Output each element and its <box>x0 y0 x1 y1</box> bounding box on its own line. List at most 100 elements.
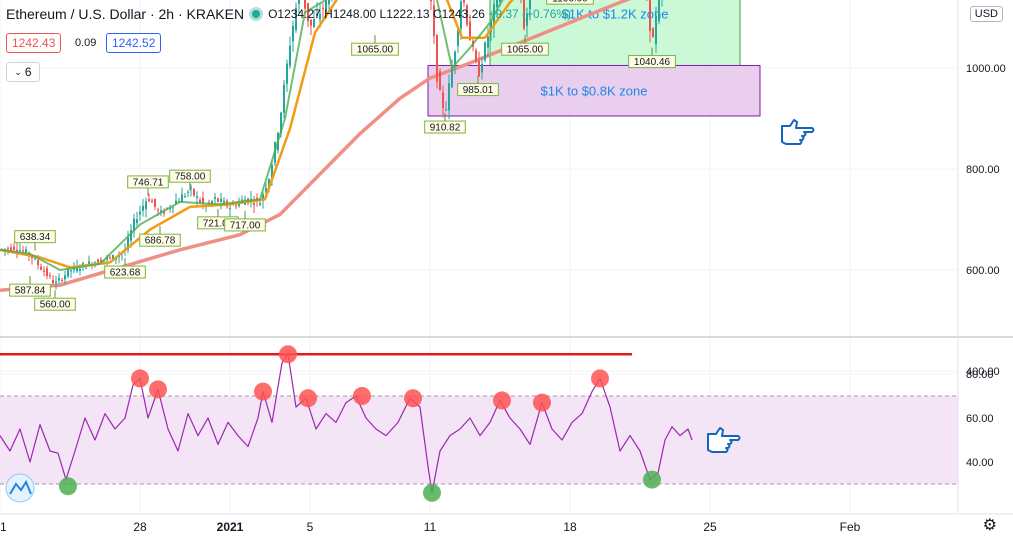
candle-body <box>445 109 447 111</box>
candle-body <box>43 270 45 272</box>
swing-label-text: 746.71 <box>133 177 164 188</box>
time-tick-label: 5 <box>307 520 314 534</box>
rsi-tick-label: 60.00 <box>966 413 994 425</box>
hand-icon-price <box>781 119 815 145</box>
ohlc-readout: O1234.27 H1248.00 L1222.13 C1243.26 +9.3… <box>268 7 571 21</box>
oversold-marker <box>59 477 77 496</box>
candle-body <box>151 200 153 203</box>
candle-body <box>322 7 324 9</box>
candle-body <box>487 36 489 48</box>
swing-label-box <box>34 297 76 311</box>
candle-body <box>139 211 141 215</box>
time-tick-label: 11 <box>424 520 437 534</box>
candle-body <box>262 194 264 201</box>
price-tick-label: 400.00 <box>966 366 1000 378</box>
candle-body <box>100 259 102 263</box>
swing-label-box <box>169 169 211 183</box>
swing-label-text: 1065.00 <box>357 45 394 56</box>
sell-price-badge[interactable]: 1242.43 <box>6 33 62 53</box>
candle-body <box>229 208 231 210</box>
candle-body <box>79 268 81 271</box>
candle-body <box>55 281 57 284</box>
candle-body <box>310 19 312 26</box>
candle-body <box>112 255 114 262</box>
overbought-marker <box>279 345 297 364</box>
symbol-title[interactable]: Ethereum / U.S. Dollar · 2h · KRAKEN <box>6 6 245 22</box>
time-tick-label: 2021 <box>217 520 244 534</box>
candle-body <box>109 257 111 259</box>
live-dot-icon <box>252 10 261 18</box>
candle-body <box>127 237 129 251</box>
candle-body <box>307 3 309 22</box>
oversold-marker <box>423 483 441 502</box>
candle-body <box>268 179 270 190</box>
swing-label-text: 758.00 <box>175 172 206 183</box>
candle-body <box>523 0 525 29</box>
rsi-tick-label: 40.00 <box>966 457 994 469</box>
candle-body <box>430 0 432 2</box>
swing-label-text: 1040.46 <box>634 57 671 68</box>
low-value: L1222.13 <box>379 7 430 21</box>
candle-body <box>298 0 300 5</box>
candle-body <box>253 203 255 205</box>
swing-label-box <box>9 283 51 297</box>
candle-body <box>181 194 183 202</box>
indicator-count-label: 6 <box>24 65 32 79</box>
candle-body <box>463 0 465 3</box>
time-tick-label: 25 <box>703 520 717 534</box>
time-tick-label: 28 <box>133 520 147 534</box>
candle-body <box>88 261 90 265</box>
buy-price-badge[interactable]: 1242.52 <box>106 33 162 53</box>
pointing-hand-icon <box>781 119 815 145</box>
candle-body <box>52 279 54 284</box>
candle-body <box>133 218 135 232</box>
candle-body <box>199 199 201 203</box>
candle-body <box>526 13 528 26</box>
candle-body <box>97 259 99 264</box>
candle-body <box>319 13 321 20</box>
chevron-down-icon: ⌄ <box>14 66 22 77</box>
swing-label-text: 638.34 <box>20 232 51 243</box>
ema-mid-line <box>0 0 515 269</box>
candle-body <box>442 92 444 109</box>
candle-body <box>163 210 165 214</box>
swing-label-text: 560.00 <box>40 300 71 311</box>
candle-body <box>475 50 477 62</box>
hand-layer <box>707 119 815 453</box>
candle-body <box>4 248 6 250</box>
candle-body <box>40 266 42 270</box>
candle-body <box>13 246 15 250</box>
candle-body <box>25 249 27 254</box>
overbought-marker <box>353 387 371 405</box>
candle-body <box>157 209 159 211</box>
candle-body <box>481 63 483 73</box>
open-value: O1234.27 <box>268 7 321 21</box>
indicator-count-button[interactable]: ⌄ 6 <box>6 62 40 82</box>
candle-body <box>313 19 315 27</box>
overbought-marker <box>149 380 167 399</box>
ema-fast-line <box>0 0 504 271</box>
swing-label-text: 717.00 <box>230 220 261 231</box>
gear-icon[interactable]: ⚙ <box>982 517 997 534</box>
tradingview-logo-icon <box>9 479 32 495</box>
candle-body <box>64 275 66 280</box>
zone-label: $1K to $1.2K zone <box>562 7 669 22</box>
candle-body <box>295 7 297 31</box>
candle-body <box>655 15 657 45</box>
candle-body <box>46 268 48 276</box>
overbought-marker <box>591 369 609 388</box>
pointing-hand-icon <box>707 427 741 453</box>
swing-label-box <box>224 218 266 232</box>
overbought-marker <box>299 389 317 408</box>
overbought-marker <box>493 391 511 410</box>
candle-body <box>316 13 318 16</box>
candle-body <box>436 34 438 82</box>
currency-button[interactable]: USD <box>969 6 1003 22</box>
price-tick-label: 1000.00 <box>966 63 1006 75</box>
candle-body <box>658 0 660 22</box>
candle-body <box>265 188 267 193</box>
candle-body <box>145 201 147 210</box>
ema-slow-layer <box>0 0 632 292</box>
